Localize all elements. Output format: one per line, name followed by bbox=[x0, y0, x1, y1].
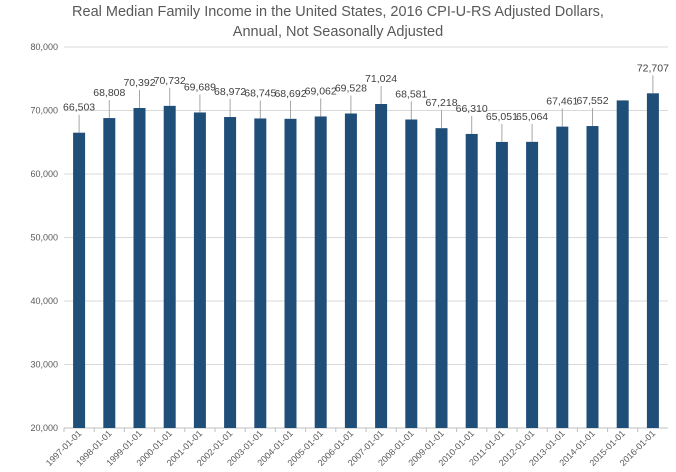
bar bbox=[163, 105, 176, 428]
y-tick-label: 60,000 bbox=[30, 169, 58, 179]
bar bbox=[495, 141, 508, 428]
data-label: 68,692 bbox=[274, 88, 306, 100]
data-label: 70,392 bbox=[123, 77, 155, 89]
data-label: 67,461 bbox=[546, 96, 578, 108]
y-tick-label: 30,000 bbox=[30, 360, 58, 370]
data-label: 69,689 bbox=[184, 81, 216, 93]
bar bbox=[254, 118, 267, 429]
data-label: 68,581 bbox=[395, 89, 427, 101]
bar bbox=[465, 133, 478, 428]
bar bbox=[616, 100, 629, 428]
y-tick-label: 80,000 bbox=[30, 42, 58, 52]
data-label: 68,808 bbox=[93, 87, 125, 99]
chart-title-line-1: Real Median Family Income in the United … bbox=[72, 4, 604, 20]
data-label: 67,552 bbox=[576, 95, 608, 107]
bar bbox=[133, 108, 146, 428]
data-label: 70,732 bbox=[154, 75, 186, 87]
data-label: 67,218 bbox=[425, 97, 457, 109]
bar bbox=[556, 126, 569, 428]
y-tick-label: 20,000 bbox=[30, 423, 58, 433]
data-label: 66,310 bbox=[456, 103, 488, 115]
bar bbox=[586, 126, 599, 428]
bar bbox=[193, 112, 206, 428]
y-tick-label: 50,000 bbox=[30, 233, 58, 243]
data-label: 72,707 bbox=[637, 62, 669, 74]
bar bbox=[224, 117, 237, 428]
bar bbox=[646, 93, 659, 428]
chart-title-line-2: Annual, Not Seasonally Adjusted bbox=[232, 24, 444, 40]
bar bbox=[405, 119, 418, 428]
y-tick-label: 40,000 bbox=[30, 296, 58, 306]
bar bbox=[435, 128, 448, 428]
bar bbox=[375, 103, 388, 429]
data-label: 71,024 bbox=[365, 73, 397, 85]
data-label: 68,972 bbox=[214, 86, 246, 98]
data-label: 68,745 bbox=[244, 87, 276, 99]
chart-title: Real Median Family Income in the United … bbox=[0, 2, 676, 42]
data-label: 66,503 bbox=[63, 102, 95, 114]
data-label: 65,064 bbox=[516, 111, 548, 123]
bar bbox=[344, 113, 357, 429]
bar bbox=[526, 141, 539, 428]
bar bbox=[284, 118, 297, 429]
data-label: 69,062 bbox=[305, 85, 337, 97]
data-label: 65,051 bbox=[486, 111, 518, 123]
bar bbox=[314, 116, 327, 428]
y-tick-label: 70,000 bbox=[30, 106, 58, 116]
bar bbox=[73, 132, 86, 429]
data-label: 69,528 bbox=[335, 82, 367, 94]
bar bbox=[103, 118, 116, 428]
